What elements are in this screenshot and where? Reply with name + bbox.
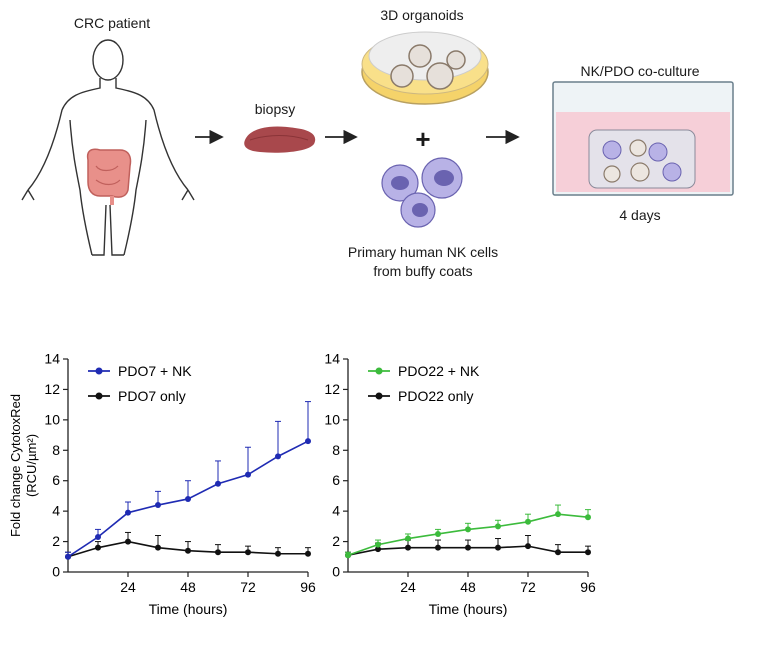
culture-well-icon	[552, 81, 734, 196]
series-1	[65, 401, 311, 560]
schematic-drawing	[21, 31, 734, 256]
data-point	[125, 538, 131, 545]
y-tick-label: 14	[324, 351, 340, 367]
data-point	[495, 544, 501, 551]
petri-dish-icon	[361, 31, 489, 105]
plus-sign: +	[415, 124, 431, 154]
legend-label: PDO7 only	[118, 388, 186, 404]
data-point	[405, 544, 411, 551]
data-point	[215, 480, 221, 487]
data-point	[465, 526, 471, 533]
y-tick-label: 4	[332, 503, 340, 519]
data-point	[375, 541, 381, 548]
x-tick-label: 24	[120, 579, 136, 595]
legend-entry: PDO7 + NK	[88, 363, 192, 379]
legend-marker	[375, 367, 383, 375]
y-tick-label: 8	[332, 442, 340, 458]
legend-label: PDO22 + NK	[398, 363, 480, 379]
series-2	[345, 534, 591, 559]
x-axis-label: Time (hours)	[149, 601, 228, 617]
data-point	[65, 553, 71, 560]
y-tick-label: 4	[52, 503, 60, 519]
y-tick-label: 2	[52, 533, 60, 549]
data-point	[525, 518, 531, 525]
data-point	[525, 543, 531, 550]
y-tick-label: 12	[324, 381, 340, 397]
x-tick-label: 72	[520, 579, 536, 595]
data-point	[245, 471, 251, 478]
data-point	[185, 495, 191, 502]
legend-marker	[95, 392, 103, 400]
data-point	[405, 535, 411, 542]
y-tick-label: 2	[332, 533, 340, 549]
y-tick-label: 12	[44, 381, 60, 397]
data-point	[185, 547, 191, 554]
data-point	[215, 549, 221, 556]
data-point	[495, 523, 501, 530]
patient-label: CRC patient	[73, 15, 151, 31]
nk-label-line1: Primary human NK cells	[347, 244, 499, 260]
data-point	[95, 544, 101, 551]
legend-marker	[95, 367, 103, 375]
y-tick-label: 8	[52, 442, 60, 458]
x-tick-label: 48	[460, 579, 476, 595]
x-axis-label: Time (hours)	[429, 601, 508, 617]
data-point	[245, 549, 251, 556]
y-tick-label: 6	[52, 472, 60, 488]
data-point	[585, 549, 591, 556]
legend-entry: PDO22 + NK	[368, 363, 480, 379]
x-tick-label: 24	[400, 579, 416, 595]
colon-icon	[86, 148, 132, 205]
biopsy-tissue-icon	[244, 126, 316, 153]
legend-label: PDO22 only	[398, 388, 473, 404]
legend-entry: PDO7 only	[88, 388, 186, 404]
x-tick-label: 72	[240, 579, 256, 595]
series-1	[345, 504, 591, 559]
legend-entry: PDO22 only	[368, 388, 473, 404]
data-point	[555, 511, 561, 518]
data-point	[275, 453, 281, 460]
data-point	[125, 509, 131, 516]
nk-cell-icon	[381, 157, 463, 228]
workflow-schematic: CRC patient biopsy 3D organoids + Primar…	[0, 0, 758, 290]
legend-marker	[375, 392, 383, 400]
data-point	[435, 544, 441, 551]
human-body-icon	[21, 39, 195, 256]
data-point	[275, 550, 281, 557]
charts-panel: 0 2 4 6 8 10 12 14 24 48 72 96 Time (hours) Fold chan…	[0, 340, 758, 653]
nk-label-line2: from buffy coats	[373, 263, 473, 279]
data-point	[345, 552, 351, 559]
y-axis-label: Fold change CytotoxRed	[8, 394, 23, 537]
data-point	[95, 534, 101, 541]
data-point	[305, 550, 311, 557]
data-point	[375, 546, 381, 553]
y-tick-label: 14	[44, 351, 60, 367]
data-point	[555, 549, 561, 556]
series-2	[65, 531, 311, 560]
data-point	[465, 544, 471, 551]
data-point	[435, 530, 441, 537]
y-tick-label: 10	[324, 411, 340, 427]
x-tick-label: 96	[300, 579, 316, 595]
legend-label: PDO7 + NK	[118, 363, 192, 379]
coculture-label: NK/PDO co-culture	[580, 63, 700, 79]
data-point	[585, 514, 591, 521]
x-tick-label: 48	[180, 579, 196, 595]
organoids-label: 3D organoids	[380, 7, 464, 23]
y-tick-label: 10	[44, 411, 60, 427]
biopsy-label: biopsy	[254, 101, 296, 117]
y-tick-label: 6	[332, 472, 340, 488]
x-tick-label: 96	[580, 579, 596, 595]
duration-label: 4 days	[619, 207, 661, 223]
data-point	[305, 438, 311, 445]
y-tick-label: 0	[52, 564, 60, 580]
y-axis-label-unit: (RCU/µm²)	[24, 434, 39, 497]
y-tick-label: 0	[332, 564, 340, 580]
data-point	[155, 544, 161, 551]
data-point	[155, 502, 161, 509]
